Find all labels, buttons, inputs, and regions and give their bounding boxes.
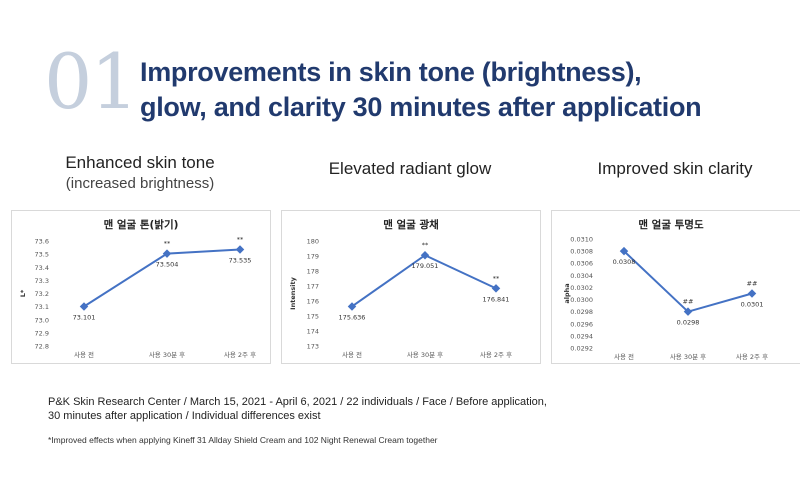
y-tick-label: 173 — [307, 343, 319, 351]
y-tick-label: 0.0292 — [570, 345, 593, 353]
data-label: 0.0308 — [613, 258, 636, 266]
y-tick-label: 180 — [307, 238, 319, 246]
footnote-line-1: P&K Skin Research Center / March 15, 202… — [48, 396, 547, 408]
heading-text: Improved skin clarity — [597, 159, 753, 178]
significance-marker: ** — [422, 241, 429, 249]
data-label: 0.0301 — [741, 301, 764, 309]
significance-marker: ## — [683, 298, 694, 306]
data-point — [747, 289, 757, 298]
column-heading-clarity: Improved skin clarity — [560, 158, 790, 180]
y-axis-label: L* — [19, 289, 27, 297]
column-heading-tone: Enhanced skin tone (increased brightness… — [30, 152, 250, 194]
y-axis-label: alpha — [563, 283, 571, 303]
data-label: 0.0298 — [677, 319, 700, 327]
x-tick-label: 사용 30분 후 — [670, 352, 706, 361]
series-line — [83, 248, 241, 308]
y-tick-label: 0.0308 — [570, 248, 593, 256]
y-tick-label: 73.3 — [35, 277, 49, 285]
y-tick-label: 174 — [307, 328, 319, 336]
x-tick-label: 사용 전 — [614, 352, 634, 361]
data-point — [347, 302, 357, 311]
y-tick-label: 0.0300 — [570, 296, 593, 304]
subheading-text: (increased brightness) — [65, 175, 215, 192]
y-tick-label: 178 — [307, 268, 319, 276]
x-tick-label: 사용 30분 후 — [407, 350, 443, 359]
y-tick-label: 0.0306 — [570, 260, 593, 268]
heading-text: Elevated radiant glow — [328, 159, 492, 178]
title-line-2: glow, and clarity 30 minutes after appli… — [140, 92, 702, 122]
data-point — [420, 250, 430, 260]
data-label: 175.636 — [339, 313, 366, 321]
y-tick-label: 73.5 — [35, 251, 49, 259]
chart-title: 맨 얼굴 투명도 — [638, 218, 704, 231]
y-tick-label: 72.9 — [35, 329, 49, 337]
chart-panel-tone: 맨 얼굴 톤(밝기) L* 72.8 72.9 73.0 73.1 73.2 73.3 73.4… — [11, 210, 271, 364]
y-tick-label: 73.6 — [35, 238, 49, 246]
y-tick-label: 73.4 — [35, 264, 49, 272]
x-tick-label: 사용 전 — [74, 350, 94, 359]
y-tick-label: 179 — [307, 253, 319, 261]
y-tick-label: 0.0298 — [570, 308, 593, 316]
y-tick-label: 175 — [307, 313, 319, 321]
data-label: 73.535 — [229, 257, 252, 265]
data-point — [235, 245, 245, 254]
significance-marker: ** — [164, 240, 171, 248]
y-tick-label: 73.0 — [35, 316, 49, 324]
data-label: 73.504 — [156, 261, 179, 269]
significance-marker: ** — [493, 274, 500, 282]
chart-panel-glow: 맨 얼굴 광채 Intensity 173 174 175 176 177 178 179 180… — [281, 210, 541, 364]
footnote-line-2: 30 minutes after application / Individua… — [48, 410, 321, 422]
chart-panel-clarity: 맨 얼굴 투명도 alpha 0.0292 0.0294 0.0296 0.0298 0.0… — [551, 210, 800, 364]
study-footnote: P&K Skin Research Center / March 15, 202… — [48, 395, 548, 423]
chart-title: 맨 얼굴 톤(밝기) — [104, 218, 179, 231]
x-tick-label: 사용 2주 후 — [480, 350, 512, 359]
y-tick-label: 0.0310 — [570, 236, 593, 244]
chart-title: 맨 얼굴 광채 — [383, 218, 439, 231]
y-tick-label: 72.8 — [35, 343, 49, 351]
x-tick-label: 사용 2주 후 — [224, 350, 256, 359]
data-label: 179.051 — [412, 262, 439, 270]
x-tick-label: 사용 30분 후 — [149, 350, 185, 359]
data-label: 176.841 — [483, 295, 510, 303]
y-tick-label: 0.0302 — [570, 284, 593, 292]
significance-marker: ## — [747, 280, 758, 288]
column-heading-glow: Elevated radiant glow — [290, 158, 530, 180]
clarity-line-chart: 맨 얼굴 투명도 alpha 0.0292 0.0294 0.0296 0.0298 0.0… — [563, 218, 768, 361]
y-tick-label: 0.0296 — [570, 320, 593, 328]
y-tick-label: 73.1 — [35, 303, 49, 311]
y-tick-label: 0.0304 — [570, 272, 593, 280]
data-point — [162, 249, 172, 258]
y-tick-label: 0.0294 — [570, 332, 593, 340]
title-line-1: Improvements in skin tone (brightness), — [140, 57, 642, 87]
data-point — [491, 284, 501, 293]
asterisk-note: *Improved effects when applying Kineff 3… — [48, 435, 438, 445]
y-tick-label: 73.2 — [35, 290, 49, 298]
x-tick-label: 사용 2주 후 — [736, 352, 768, 361]
page-title: Improvements in skin tone (brightness), … — [140, 55, 780, 125]
glow-line-chart: 맨 얼굴 광채 Intensity 173 174 175 176 177 178 179 180… — [289, 218, 512, 359]
data-label: 73.101 — [73, 313, 96, 321]
tone-line-chart: 맨 얼굴 톤(밝기) L* 72.8 72.9 73.0 73.1 73.2 73.3 73.4… — [19, 218, 256, 359]
y-tick-label: 176 — [307, 298, 319, 306]
y-tick-label: 177 — [307, 283, 319, 291]
y-axis-label: Intensity — [289, 276, 297, 309]
x-tick-label: 사용 전 — [342, 350, 362, 359]
heading-text: Enhanced skin tone — [65, 153, 215, 172]
section-number: 01 — [44, 37, 139, 126]
significance-marker: ** — [237, 236, 244, 244]
